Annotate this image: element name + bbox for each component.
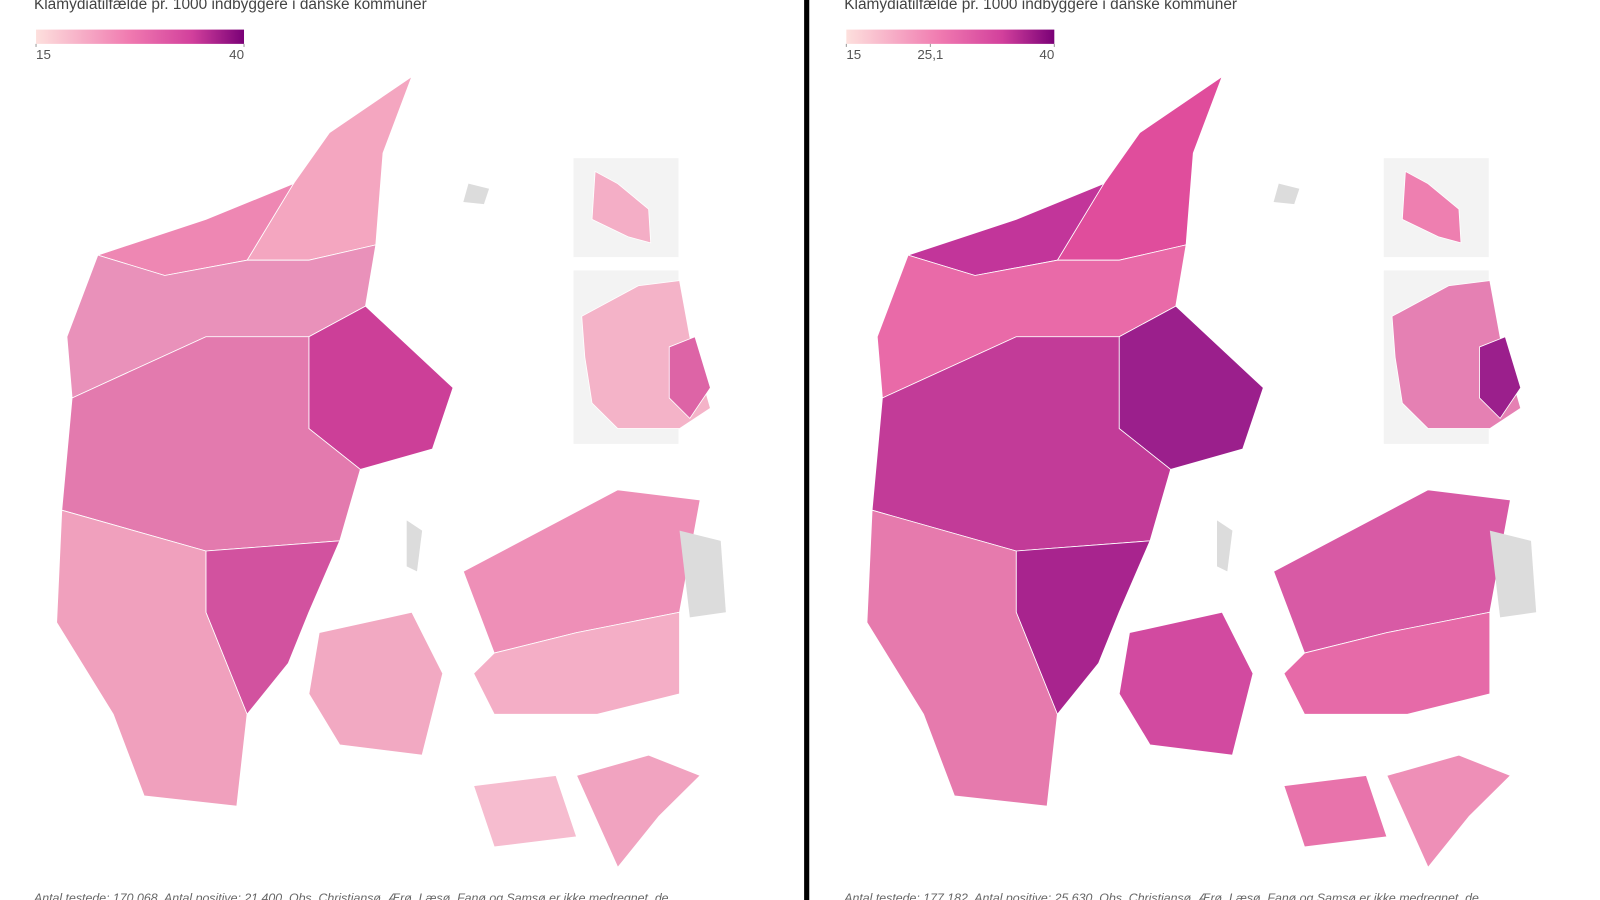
footnote: Antal testede: 170.068. Antal positive: … (33, 891, 669, 900)
unmeasured-island (406, 520, 423, 572)
bornholm (591, 170, 652, 244)
municipality (246, 75, 413, 261)
unmeasured-island (1489, 530, 1537, 618)
map-title: Klamydiatilfælde pr. 1000 indbyggere i d… (844, 0, 1237, 13)
municipality (56, 509, 248, 807)
legend-bar (846, 29, 1055, 44)
panel: Klamydiatilfælde pr. 1000 indbyggere i d… (843, 0, 1537, 900)
map-title: Klamydiatilfælde pr. 1000 indbyggere i d… (34, 0, 427, 13)
municipality (1283, 775, 1388, 848)
copenhagen-core (668, 336, 711, 420)
municipality (308, 305, 454, 470)
bornholm (1401, 170, 1462, 244)
municipality (1386, 754, 1512, 869)
legend-bar (36, 29, 245, 44)
legend-label: 15 (36, 47, 51, 62)
municipality (473, 775, 578, 848)
municipality (473, 611, 680, 715)
footnote: Antal testede: 177.182. Antal positive: … (843, 891, 1479, 900)
unmeasured-island (679, 530, 726, 618)
legend-label: 40 (1039, 47, 1054, 62)
unmeasured-island (1273, 183, 1300, 205)
municipality (1118, 611, 1254, 756)
municipality (1118, 305, 1264, 470)
municipality (1056, 75, 1223, 261)
divider (804, 0, 810, 900)
legend-label: 15 (846, 47, 861, 62)
panel: Klamydiatilfælde pr. 1000 indbyggere i d… (33, 0, 726, 900)
legend-label: 40 (229, 47, 244, 62)
municipality (1283, 611, 1491, 715)
unmeasured-island (463, 183, 490, 205)
municipality (866, 509, 1058, 807)
municipality (576, 754, 701, 869)
unmeasured-island (1216, 520, 1233, 572)
copenhagen-core (1479, 336, 1522, 420)
municipality (308, 611, 444, 756)
legend-label: 25,1 (917, 47, 943, 62)
